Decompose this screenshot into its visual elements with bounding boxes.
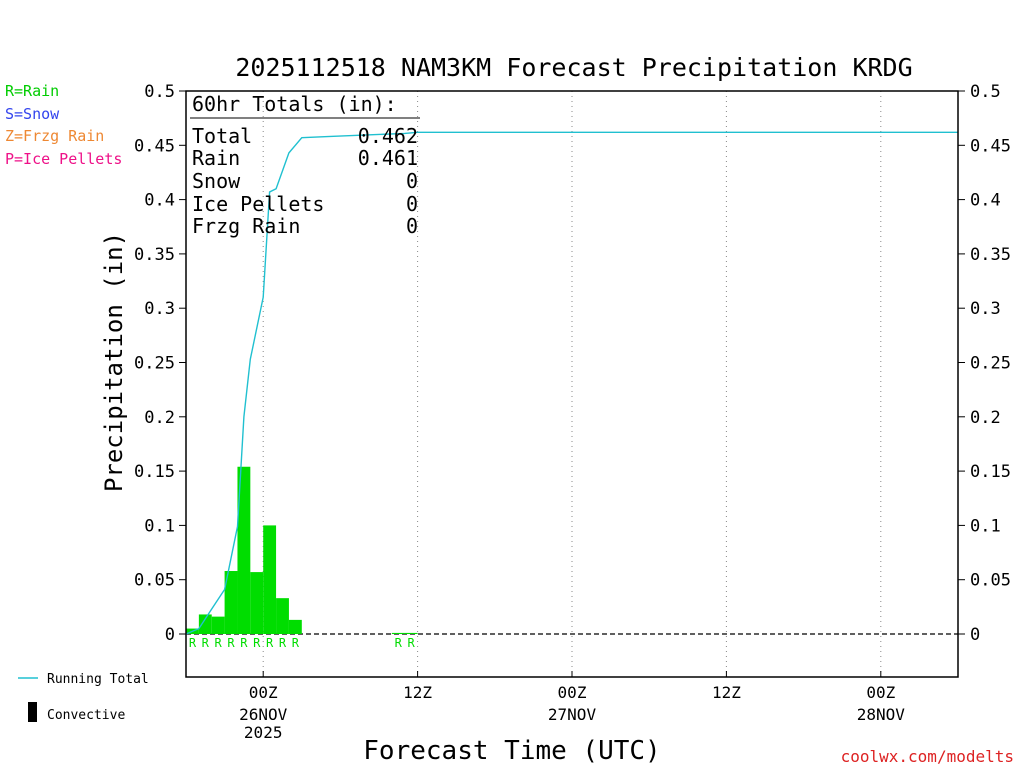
y-tick-label-left: 0.2: [144, 408, 175, 428]
series-legend: Running Total Convective: [18, 672, 149, 723]
precip-type-marker: R: [292, 636, 300, 650]
legend-ice-pellets: P=Ice Pellets: [5, 150, 122, 168]
y-tick-label-left: 0.15: [134, 462, 175, 482]
x-tick-label-time: 00Z: [249, 683, 278, 702]
credit-text: coolwx.com/modelts: [841, 747, 1014, 766]
precip-type-marker: R: [253, 636, 261, 650]
y-tick-label-right: 0: [970, 625, 980, 645]
y-tick-label-left: 0: [165, 625, 175, 645]
totals-value-rain: 0.461: [358, 146, 418, 170]
totals-label-total: Total: [192, 124, 252, 148]
y-tick-label-right: 0.1: [970, 516, 1001, 536]
y-tick-label-left: 0.1: [144, 516, 175, 536]
y-tick-label-right: 0.35: [970, 245, 1011, 265]
precip-bar: [404, 632, 418, 634]
x-tick-label-time: 00Z: [866, 683, 895, 702]
y-tick-label-right: 0.05: [970, 571, 1011, 591]
precip-bar: [237, 466, 251, 634]
y-tick-label-left: 0.3: [144, 299, 175, 319]
totals-label-frzg-rain: Frzg Rain: [192, 214, 300, 238]
y-tick-label-left: 0.5: [144, 82, 175, 102]
y-tick-label-right: 0.4: [970, 191, 1001, 211]
totals-label-snow: Snow: [192, 169, 241, 193]
precip-type-marker: R: [202, 636, 210, 650]
y-tick-label-left: 0.4: [144, 191, 175, 211]
x-axis-label: Forecast Time (UTC): [363, 736, 660, 766]
x-tick-label-year: 2025: [244, 723, 283, 742]
precip-bar: [288, 619, 302, 634]
chart-title: 2025112518 NAM3KM Forecast Precipitation…: [235, 53, 912, 82]
y-tick-label-right: 0.3: [970, 299, 1001, 319]
hourly-bars: [186, 466, 418, 634]
legend-convective-label: Convective: [47, 708, 125, 723]
precip-type-marker: R: [189, 636, 197, 650]
precip-type-marker: R: [279, 636, 287, 650]
precip-bar: [391, 632, 405, 634]
x-tick-label-time: 00Z: [558, 683, 587, 702]
totals-value-ice-pellets: 0: [406, 192, 418, 216]
y-tick-label-right: 0.2: [970, 408, 1001, 428]
x-tick-label-time: 12Z: [403, 683, 432, 702]
y-tick-label-right: 0.15: [970, 462, 1011, 482]
x-tick-label-date: 28NOV: [857, 705, 906, 724]
totals-value-total: 0.462: [358, 124, 418, 148]
x-tick-label-date: 27NOV: [548, 705, 597, 724]
precip-type-marker: R: [266, 636, 274, 650]
x-tick-label-time: 12Z: [712, 683, 741, 702]
y-tick-label-right: 0.25: [970, 354, 1011, 374]
legend-rain: R=Rain: [5, 82, 59, 100]
precip-bar: [250, 572, 264, 634]
y-tick-label-left: 0.25: [134, 354, 175, 374]
precip-bar: [224, 571, 238, 634]
gridlines: [179, 90, 965, 677]
y-tick-label-left: 0.05: [134, 571, 175, 591]
precip-bar: [198, 614, 212, 634]
precip-type-marker: R: [240, 636, 248, 650]
y-axis-label: Precipitation (in): [100, 232, 128, 492]
y-tick-label-left: 0.35: [134, 245, 175, 265]
legend-snow: S=Snow: [5, 105, 60, 123]
y-tick-label-right: 0.45: [970, 136, 1011, 156]
legend-freezing-rain: Z=Frzg Rain: [5, 127, 104, 145]
y-tick-label-right: 0.5: [970, 82, 1001, 102]
legend-running-total-label: Running Total: [47, 672, 149, 687]
totals-value-snow: 0: [406, 169, 418, 193]
totals-label-rain: Rain: [192, 146, 240, 170]
precip-bar: [211, 616, 225, 634]
plot-frame: [185, 90, 959, 678]
precip-type-marker: R: [408, 636, 416, 650]
precip-type-marker: R: [215, 636, 223, 650]
precip-bar: [276, 598, 289, 634]
precip-type-marker: R: [227, 636, 235, 650]
totals-value-frzg-rain: 0: [406, 214, 418, 238]
running-total-layer: [185, 131, 958, 635]
totals-box: 60hr Totals (in): Total 0.462 Rain 0.461…: [190, 92, 420, 238]
x-tick-label-date: 26NOV: [239, 705, 288, 724]
precip-bar: [263, 525, 277, 634]
precip-type-marker: R: [395, 636, 403, 650]
legend-convective-swatch: [28, 702, 37, 722]
type-legend: R=Rain S=Snow Z=Frzg Rain P=Ice Pellets: [5, 82, 122, 168]
y-tick-label-left: 0.45: [134, 136, 175, 156]
totals-label-ice-pellets: Ice Pellets: [192, 192, 324, 216]
running-total-line: [185, 131, 958, 635]
totals-heading: 60hr Totals (in):: [192, 92, 397, 116]
